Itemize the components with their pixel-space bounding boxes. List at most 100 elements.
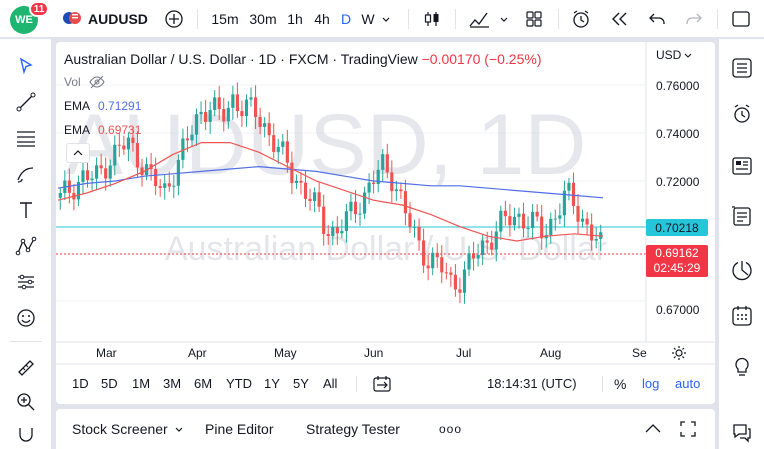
prediction-tools-icon[interactable] <box>13 269 39 295</box>
candle-body <box>476 255 480 259</box>
time-tick: Aug <box>540 346 562 360</box>
candle-body <box>135 143 140 168</box>
interval-15m[interactable]: 15m <box>211 11 239 27</box>
time-tick: Apr <box>188 346 207 360</box>
layouts-icon[interactable] <box>522 0 546 38</box>
chevron-down-icon <box>175 427 183 432</box>
collapse-legend-button[interactable] <box>66 143 90 163</box>
time-tick: Jun <box>364 346 384 360</box>
range-ytd[interactable]: YTD <box>226 376 252 391</box>
compare-add-icon[interactable] <box>163 0 185 38</box>
range-1y[interactable]: 1Y <box>264 376 280 391</box>
indicators-dropdown-icon[interactable] <box>497 0 511 38</box>
range-5y[interactable]: 5Y <box>293 376 309 391</box>
current-price-value: 0.69162 <box>655 246 699 260</box>
current-price-label: 0.69162 02:45:29 <box>646 245 708 277</box>
redo-icon[interactable] <box>682 0 706 38</box>
candle-body <box>213 97 217 110</box>
text-tool-icon[interactable] <box>13 197 39 223</box>
range-5d[interactable]: 5D <box>101 376 118 391</box>
percent-toggle[interactable]: % <box>614 376 627 392</box>
calendar-icon[interactable] <box>729 303 755 329</box>
tab-strategy-tester[interactable]: Strategy Tester <box>306 421 400 437</box>
chat-icon[interactable] <box>729 419 755 445</box>
alert-clock-icon[interactable] <box>568 0 594 38</box>
goto-date-icon[interactable] <box>372 375 392 398</box>
candles-chart-type-icon[interactable] <box>420 0 444 38</box>
candle-body <box>399 189 403 192</box>
news-icon[interactable] <box>729 203 755 229</box>
range-6m[interactable]: 6M <box>194 376 213 391</box>
symbol-search-button[interactable]: AUDUSD <box>88 11 148 27</box>
watchlist-icon[interactable] <box>729 55 755 81</box>
fib-retracement-icon[interactable] <box>13 125 39 151</box>
candle-body <box>240 111 244 117</box>
ema-long-legend[interactable]: EMA 0.71291 <box>64 99 141 113</box>
candle-body <box>303 182 308 199</box>
pattern-icon[interactable] <box>13 233 39 259</box>
emoji-icon[interactable] <box>13 305 39 331</box>
candle-body <box>58 193 62 198</box>
candle-body <box>299 180 303 183</box>
candle-body <box>490 242 494 250</box>
tab-stock-screener[interactable]: Stock Screener <box>72 409 184 449</box>
interval-dropdown-icon[interactable] <box>380 0 392 38</box>
candle-body <box>76 181 81 200</box>
undo-icon[interactable] <box>645 0 669 38</box>
range-1m[interactable]: 1M <box>132 376 151 391</box>
candle-body <box>122 145 126 150</box>
fullscreen-icon[interactable] <box>728 0 754 38</box>
range-3m[interactable]: 3M <box>163 376 182 391</box>
interval-1d[interactable]: D <box>340 11 352 27</box>
hotlist-icon[interactable] <box>729 257 755 283</box>
hidden-eye-icon[interactable] <box>89 75 105 89</box>
price-chart[interactable]: AUDUSD, 1D Australian Dollar / U.S. Doll… <box>56 42 715 404</box>
legend-title: Australian Dollar / U.S. Dollar · 1D · F… <box>64 51 418 67</box>
candle-body <box>226 107 230 122</box>
candle-body <box>521 213 526 229</box>
currency-selector[interactable]: USD <box>656 48 692 62</box>
volume-legend[interactable]: Vol <box>64 75 105 89</box>
candle-body <box>181 138 185 160</box>
range-1d[interactable]: 1D <box>72 376 89 391</box>
alerts-icon[interactable] <box>729 101 755 127</box>
cursor-icon[interactable] <box>13 53 39 79</box>
maximize-panel-icon[interactable] <box>679 409 697 449</box>
utc-clock[interactable]: 18:14:31 (UTC) <box>487 376 577 391</box>
candle-body <box>449 272 453 275</box>
candle-body <box>167 183 171 187</box>
tab-pine-editor[interactable]: Pine Editor <box>205 421 274 437</box>
interval-1h[interactable]: 1h <box>287 11 303 27</box>
interval-1w[interactable]: W <box>361 11 375 27</box>
trend-line-icon[interactable] <box>13 89 39 115</box>
watermark-symbol: AUDUSD, 1D <box>66 97 587 193</box>
candle-body <box>408 213 412 227</box>
candle-body <box>231 94 235 108</box>
chart-settings-gear-icon[interactable] <box>670 344 688 367</box>
zoom-in-icon[interactable] <box>13 389 39 415</box>
more-tabs-button[interactable]: ooo <box>439 422 463 436</box>
collapse-panel-icon[interactable] <box>644 409 662 449</box>
candle-body <box>104 168 108 179</box>
price-tick: 0.72000 <box>656 175 700 189</box>
auto-toggle[interactable]: auto <box>675 376 701 391</box>
interval-30m[interactable]: 30m <box>249 11 277 27</box>
chart-panel[interactable]: AUDUSD, 1D Australian Dollar / U.S. Doll… <box>56 42 715 404</box>
magnet-icon[interactable] <box>13 425 39 445</box>
indicators-icon[interactable] <box>466 0 492 38</box>
ideas-lightbulb-icon[interactable] <box>729 353 755 379</box>
log-toggle[interactable]: log <box>642 376 660 391</box>
symbol-legend[interactable]: Australian Dollar / U.S. Dollar · 1D · F… <box>64 51 542 67</box>
range-all[interactable]: All <box>323 376 338 391</box>
brush-icon[interactable] <box>13 161 39 187</box>
candle-body <box>403 191 408 214</box>
replay-icon[interactable] <box>606 0 632 38</box>
symbol-flag-icon <box>63 12 81 24</box>
candle-body <box>526 228 530 230</box>
candle-body <box>185 138 190 141</box>
data-window-icon[interactable] <box>729 153 755 179</box>
ema-short-legend[interactable]: EMA 0.69731 <box>64 123 141 137</box>
interval-4h[interactable]: 4h <box>314 11 330 27</box>
ruler-icon[interactable] <box>13 355 39 381</box>
candle-body <box>590 224 594 241</box>
